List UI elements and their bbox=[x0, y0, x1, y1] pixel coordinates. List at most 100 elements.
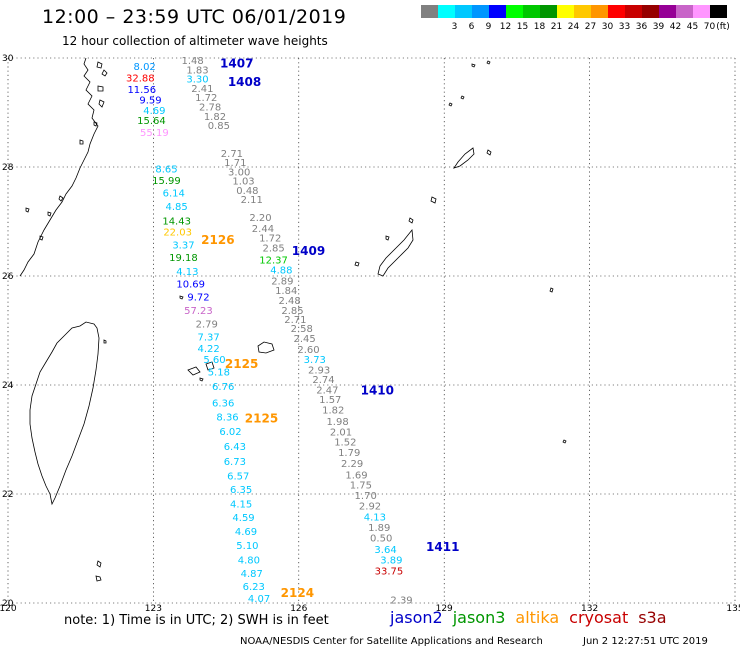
wave-height-label: 6.43 bbox=[224, 442, 246, 453]
color-scale-label: 70 bbox=[703, 22, 716, 32]
color-scale-label: 33 bbox=[618, 22, 631, 32]
wave-height-label: 3.00 bbox=[228, 167, 250, 178]
data-credit: NOAA/NESDIS Center for Satellite Applica… bbox=[240, 636, 543, 647]
wave-height-label: 0.48 bbox=[236, 186, 258, 197]
color-scale-swatch bbox=[625, 5, 642, 18]
wave-height-label: 6.02 bbox=[219, 427, 241, 438]
wave-height-label: 4.07 bbox=[248, 594, 270, 605]
wave-height-label: 6.57 bbox=[227, 471, 249, 482]
lon-tick-label: 123 bbox=[145, 604, 162, 614]
wave-height-label: 1.89 bbox=[368, 523, 390, 534]
pass-number-label: 1410 bbox=[361, 383, 394, 397]
wave-height-label: 1.83 bbox=[186, 65, 208, 76]
pass-number-label: 1408 bbox=[228, 75, 261, 89]
wave-height-label: 1.03 bbox=[232, 177, 254, 188]
wave-height-label: 1.82 bbox=[322, 406, 344, 417]
wave-height-label: 8.36 bbox=[216, 413, 238, 424]
wave-height-label: 0.85 bbox=[208, 121, 230, 132]
pass-number-label: 2125 bbox=[225, 357, 258, 371]
color-scale-label: 45 bbox=[686, 22, 699, 32]
wave-height-label: 3.89 bbox=[380, 555, 402, 566]
satellite-pass-labels: 1407 1408 2126 1409 2125 1410 2125 1411 2124 bbox=[201, 56, 459, 600]
color-scale-label: 15 bbox=[516, 22, 529, 32]
wave-height-label: 57.23 bbox=[184, 306, 213, 317]
color-scale-label: 12 bbox=[499, 22, 512, 32]
wave-height-label: 19.18 bbox=[169, 253, 198, 264]
wave-height-label: 2.85 bbox=[281, 306, 303, 317]
wave-height-label: 10.69 bbox=[176, 280, 205, 291]
wave-height-label: 4.85 bbox=[166, 202, 188, 213]
satellite-legend-item: jason2 bbox=[390, 608, 443, 627]
color-scale-label: 42 bbox=[669, 22, 682, 32]
pass-number-label: 2125 bbox=[245, 412, 278, 426]
color-scale-swatch bbox=[421, 5, 438, 18]
wave-height-label: 33.75 bbox=[375, 566, 404, 577]
color-scale-swatch bbox=[608, 5, 625, 18]
wave-height-label: 1.48 bbox=[182, 56, 204, 67]
wave-height-label: 4.13 bbox=[176, 267, 198, 278]
wave-height-label: 2.41 bbox=[191, 84, 213, 95]
wave-height-label: 8.02 bbox=[134, 62, 156, 73]
wave-height-label: 55.19 bbox=[140, 128, 169, 139]
color-scale-label: 36 bbox=[635, 22, 648, 32]
satellite-legend-item: jason3 bbox=[452, 608, 506, 627]
color-scale-swatch bbox=[540, 5, 557, 18]
color-scale-swatch bbox=[693, 5, 710, 18]
wave-height-label: 6.36 bbox=[212, 398, 234, 409]
color-scale-label: 9 bbox=[485, 22, 492, 32]
color-scale-swatch bbox=[523, 5, 540, 18]
pass-number-label: 1411 bbox=[426, 540, 459, 554]
wave-height-label: 2.39 bbox=[390, 596, 412, 607]
wave-height-label: 4.88 bbox=[270, 265, 292, 276]
color-scale-label: 39 bbox=[652, 22, 665, 32]
wave-height-label: 2.58 bbox=[291, 324, 313, 335]
satellite-legend-item: s3a bbox=[638, 608, 667, 627]
lat-tick-label: 28 bbox=[2, 163, 14, 173]
wave-height-label: 9.59 bbox=[139, 95, 161, 106]
wave-height-label: 15.64 bbox=[137, 116, 166, 127]
pass-number-label: 2124 bbox=[281, 586, 314, 600]
wave-height-label: 0.50 bbox=[370, 534, 392, 545]
lon-tick-label: 132 bbox=[581, 604, 598, 614]
generation-timestamp: Jun 2 12:27:51 UTC 2019 bbox=[583, 636, 708, 647]
wave-height-label: 6.73 bbox=[224, 457, 246, 468]
wave-height-label: 4.69 bbox=[235, 527, 257, 538]
altimeter-observations: 1.48 8.02 1.83 32.88 3.302.41 11.56 1.72 9.59 2.… bbox=[126, 56, 413, 607]
lon-tick-label: 135 bbox=[726, 604, 740, 614]
color-scale-swatch bbox=[591, 5, 608, 18]
wave-height-label: 1.72 bbox=[195, 93, 217, 104]
coastline-china-east bbox=[19, 57, 108, 277]
wave-height-label: 1.57 bbox=[319, 395, 341, 406]
color-scale-swatch bbox=[574, 5, 591, 18]
color-scale-label: 21 bbox=[550, 22, 563, 32]
wave-height-label: 2.01 bbox=[330, 427, 352, 438]
map-title: 12:00 – 23:59 UTC 06/01/2019 bbox=[42, 6, 347, 28]
wave-height-label: 4.87 bbox=[241, 569, 263, 580]
color-scale-label: 18 bbox=[533, 22, 546, 32]
color-scale-swatch bbox=[472, 5, 489, 18]
satellite-legend: jason2 jason3 altika cryosat s3a bbox=[390, 608, 677, 627]
wave-height-label: 2.48 bbox=[278, 296, 300, 307]
wave-height-label: 2.71 bbox=[284, 315, 306, 326]
color-scale-swatch bbox=[489, 5, 506, 18]
color-scale-swatch bbox=[676, 5, 693, 18]
color-scale-label: 27 bbox=[584, 22, 597, 32]
lat-tick-label: 24 bbox=[2, 381, 14, 391]
wave-height-label: 3.30 bbox=[186, 75, 208, 86]
wave-height-label: 4.22 bbox=[198, 344, 220, 355]
lat-tick-label: 20 bbox=[2, 599, 14, 609]
wave-height-label: 14.43 bbox=[162, 216, 191, 227]
color-scale-swatch bbox=[557, 5, 574, 18]
map-subtitle: 12 hour collection of altimeter wave hei… bbox=[62, 34, 328, 48]
wave-height-label: 2.60 bbox=[297, 345, 319, 356]
wave-height-label: 8.65 bbox=[155, 165, 177, 176]
wave-height-label: 4.69 bbox=[143, 106, 165, 117]
wave-height-label: 4.59 bbox=[232, 513, 254, 524]
wave-height-label: 2.11 bbox=[241, 195, 263, 206]
lon-tick-label: 126 bbox=[290, 604, 307, 614]
wave-height-label: 32.88 bbox=[126, 74, 155, 85]
wave-height-label: 2.74 bbox=[312, 375, 334, 386]
wave-height-label: 4.80 bbox=[238, 555, 260, 566]
